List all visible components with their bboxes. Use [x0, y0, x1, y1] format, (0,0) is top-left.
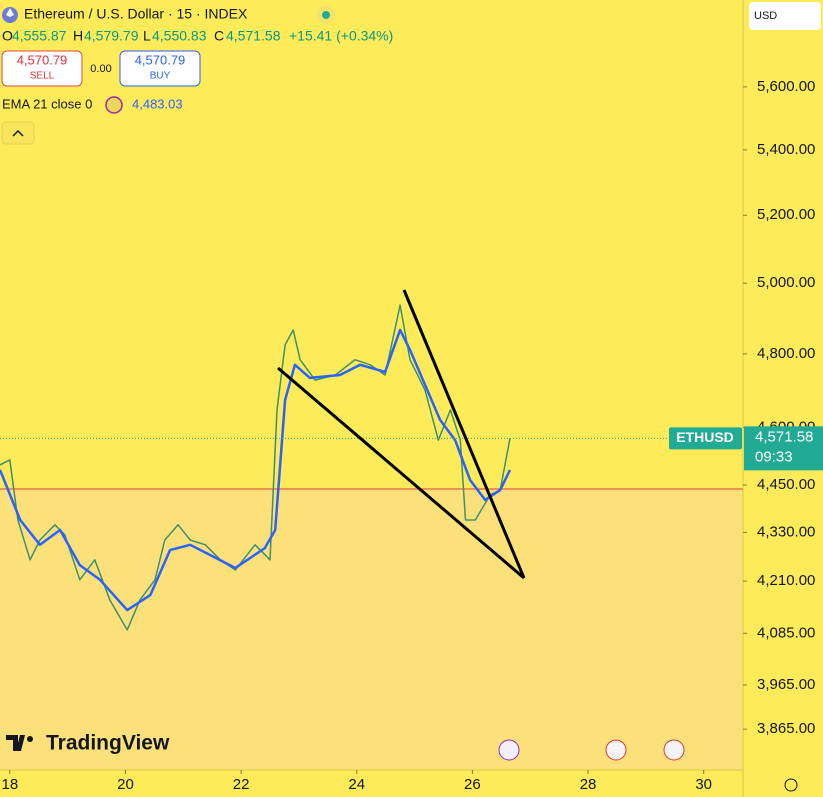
sell-price: 4,570.79: [17, 52, 68, 67]
buy-price: 4,570.79: [135, 52, 186, 67]
chart-title: Ethereum / U.S. Dollar · 15 · INDEX: [24, 6, 248, 22]
x-tick-label: 20: [117, 776, 134, 793]
x-tick-label: 18: [1, 776, 18, 793]
event-flag[interactable]: [605, 739, 627, 761]
y-tick-label: 5,200.00: [757, 206, 815, 223]
symbol-tag-label: ETHUSD: [676, 429, 734, 445]
event-icon[interactable]: [498, 739, 520, 761]
y-tick-label: 4,330.00: [757, 523, 815, 540]
symbol-tag: [669, 427, 742, 450]
x-tick-label: 26: [464, 776, 481, 793]
currency: USD: [754, 10, 777, 22]
x-tick-label: 24: [348, 776, 365, 793]
y-tick-label: 4,800.00: [757, 345, 815, 362]
ohlc-key: L: [143, 28, 151, 44]
ohlc-key: O: [2, 28, 13, 44]
symbol-icon-glyph: [6, 8, 14, 17]
last-price-tag: [744, 426, 823, 471]
collapse-icon: [12, 129, 24, 137]
y-tick-label: 3,865.00: [757, 720, 815, 737]
currency-select[interactable]: [749, 2, 821, 30]
sell-button[interactable]: [1, 50, 83, 87]
status-dot: [322, 11, 330, 19]
plot-lower-background: [0, 488, 743, 770]
y-tick-label: 3,965.00: [757, 676, 815, 693]
brand: TradingView: [46, 732, 170, 755]
x-tick-label: 22: [233, 776, 250, 793]
settings-icon[interactable]: [784, 778, 798, 792]
marks: [0, 304, 743, 631]
sell-label: SELL: [30, 71, 55, 82]
price-line: [0, 304, 511, 631]
last-price-label: 4,571.58: [755, 428, 813, 445]
indicator-value: 4,483.03: [132, 96, 183, 111]
x-tick-label: 30: [695, 776, 712, 793]
y-tick-label: 4,085.00: [757, 624, 815, 641]
ohlc-key: C: [214, 28, 224, 44]
y-tick-label: 4,210.00: [757, 572, 815, 589]
y-tick-label: 4,450.00: [757, 476, 815, 493]
brand-logo: [27, 736, 33, 742]
indicator-name: EMA 21 close 0: [2, 96, 92, 111]
ohlc-key: H: [73, 28, 83, 44]
price-axis: [743, 0, 823, 797]
y-tick-label: 5,000.00: [757, 274, 815, 291]
trend-line: [277, 366, 525, 580]
y-tick-label: 5,400.00: [757, 141, 815, 158]
buy-label: BUY: [150, 71, 171, 82]
brand-logo: [6, 735, 25, 751]
ohlc-value: 4,579.79: [84, 28, 139, 44]
y-tick-label: 5,600.00: [757, 78, 815, 95]
ohlc-value: 4,550.83: [152, 28, 207, 44]
ohlc-value: 4,571.58: [226, 28, 281, 44]
event-flag[interactable]: [663, 739, 685, 761]
buy-button[interactable]: [119, 50, 201, 87]
spread: 0.00: [90, 63, 111, 75]
countdown: 09:33: [755, 448, 793, 465]
trend-line: [402, 289, 526, 579]
x-tick-label: 28: [580, 776, 597, 793]
time-axis: [0, 770, 743, 797]
change: +15.41 (+0.34%): [289, 28, 393, 44]
indicator-settings[interactable]: [105, 96, 123, 114]
ema-line: [0, 328, 512, 612]
collapse-button[interactable]: [1, 121, 35, 145]
ohlc-value: 4,555.87: [12, 28, 67, 44]
